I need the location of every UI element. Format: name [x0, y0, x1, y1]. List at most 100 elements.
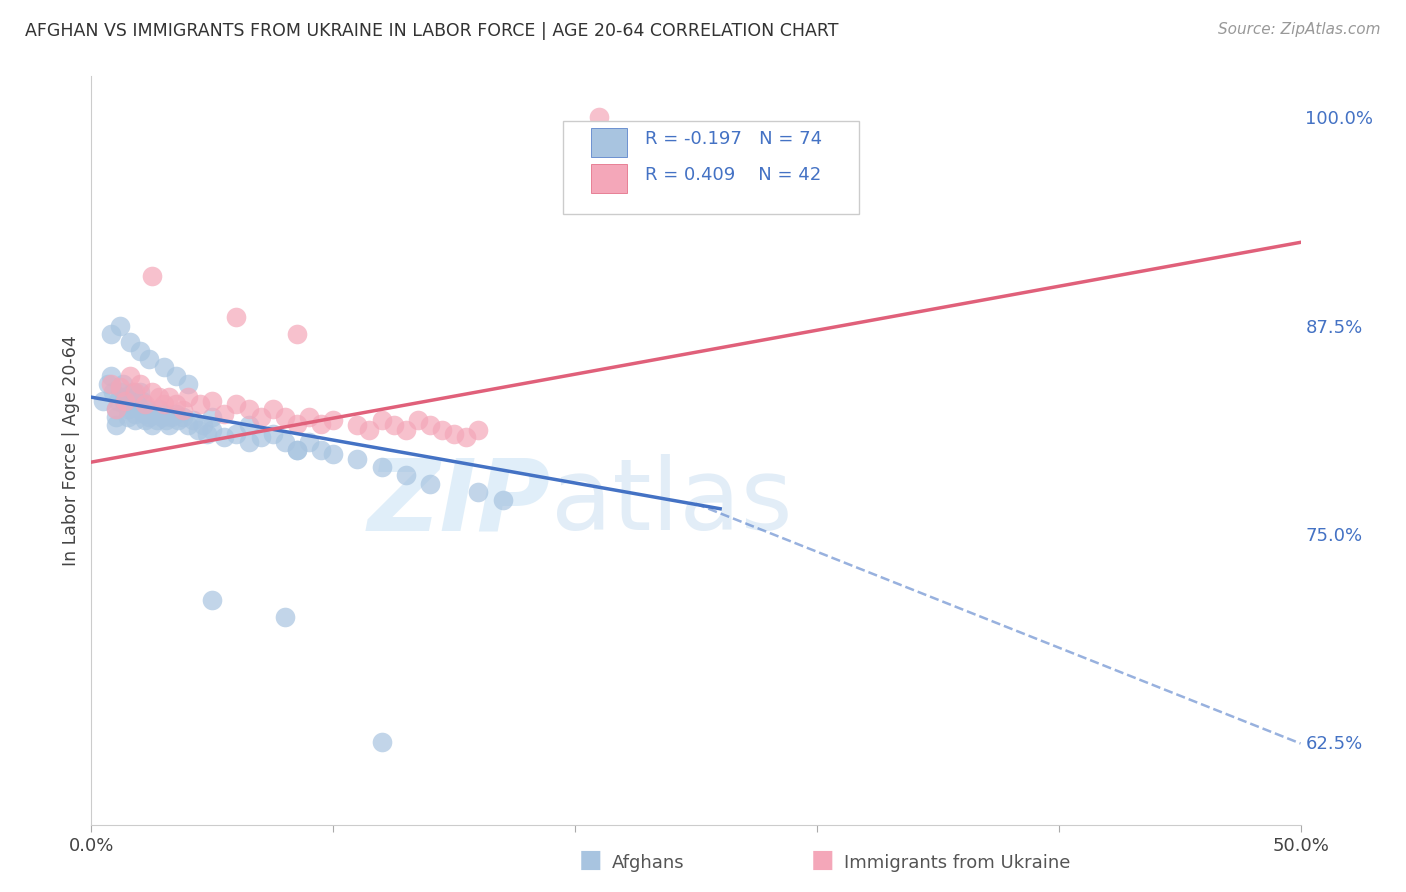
Point	[382, 418, 405, 433]
Point	[201, 593, 224, 607]
Point	[124, 407, 146, 421]
Point	[298, 410, 321, 425]
Point	[187, 424, 209, 438]
FancyBboxPatch shape	[591, 128, 627, 157]
Point	[110, 380, 132, 394]
Point	[114, 393, 136, 408]
Point	[107, 393, 129, 408]
Point	[120, 393, 142, 408]
Point	[160, 410, 183, 425]
Point	[491, 493, 513, 508]
Point	[101, 385, 124, 400]
Point	[128, 401, 150, 416]
Point	[467, 485, 489, 500]
Point	[110, 318, 132, 333]
Point	[322, 447, 344, 461]
Point	[148, 401, 170, 416]
Text: Source: ZipAtlas.com: Source: ZipAtlas.com	[1218, 22, 1381, 37]
Point	[406, 413, 429, 427]
Point	[588, 111, 610, 125]
Point	[127, 397, 149, 411]
Point	[157, 418, 180, 433]
Point	[225, 310, 247, 325]
Point	[191, 418, 214, 433]
FancyBboxPatch shape	[562, 120, 859, 214]
Point	[111, 376, 134, 391]
Point	[370, 413, 392, 427]
Point	[285, 443, 308, 458]
Point	[225, 397, 247, 411]
Text: R = 0.409    N = 42: R = 0.409 N = 42	[645, 166, 821, 184]
Point	[124, 413, 146, 427]
Point	[148, 390, 170, 404]
Point	[120, 335, 142, 350]
Point	[214, 430, 236, 444]
Point	[214, 407, 236, 421]
Point	[238, 418, 260, 433]
Point	[117, 401, 139, 416]
Point	[395, 468, 418, 483]
Point	[285, 326, 308, 341]
Point	[370, 460, 392, 475]
Text: ZIP: ZIP	[368, 454, 551, 551]
Point	[172, 410, 194, 425]
Point	[225, 426, 247, 441]
Point	[285, 443, 308, 458]
Point	[274, 435, 297, 450]
Point	[467, 424, 489, 438]
Point	[274, 610, 297, 624]
Point	[153, 360, 176, 375]
Point	[165, 407, 187, 421]
Point	[238, 435, 260, 450]
Point	[131, 393, 153, 408]
Point	[238, 401, 260, 416]
Point	[155, 413, 177, 427]
Point	[359, 424, 381, 438]
Point	[134, 397, 156, 411]
Point	[153, 407, 176, 421]
Point	[141, 418, 163, 433]
Point	[274, 410, 297, 425]
Point	[134, 413, 156, 427]
Point	[153, 397, 176, 411]
Point	[181, 413, 204, 427]
Point	[443, 426, 465, 441]
Point	[395, 424, 418, 438]
Point	[134, 407, 156, 421]
Point	[100, 376, 122, 391]
Point	[93, 393, 115, 408]
Point	[97, 376, 120, 391]
Point	[143, 407, 166, 421]
Point	[249, 410, 271, 425]
Point	[285, 417, 308, 431]
Point	[157, 390, 180, 404]
Point	[104, 410, 127, 425]
Point	[201, 410, 224, 425]
Point	[136, 401, 159, 416]
Point	[201, 424, 224, 438]
Point	[188, 397, 211, 411]
Point	[104, 401, 127, 416]
Point	[114, 397, 136, 411]
Point	[100, 326, 122, 341]
Point	[298, 435, 321, 450]
Text: atlas: atlas	[551, 454, 793, 551]
Point	[145, 413, 167, 427]
Text: ■: ■	[811, 848, 834, 872]
Point	[201, 393, 224, 408]
Point	[346, 418, 368, 433]
Point	[104, 418, 127, 433]
Point	[309, 443, 332, 458]
Point	[150, 410, 173, 425]
Point	[177, 376, 200, 391]
Point	[419, 476, 441, 491]
Point	[456, 430, 478, 444]
Point	[197, 426, 219, 441]
Point	[419, 418, 441, 433]
Point	[104, 401, 127, 416]
Point	[177, 390, 200, 404]
Point	[110, 385, 132, 400]
Point	[262, 401, 284, 416]
Text: R = -0.197   N = 74: R = -0.197 N = 74	[645, 129, 823, 148]
Text: ■: ■	[579, 848, 602, 872]
